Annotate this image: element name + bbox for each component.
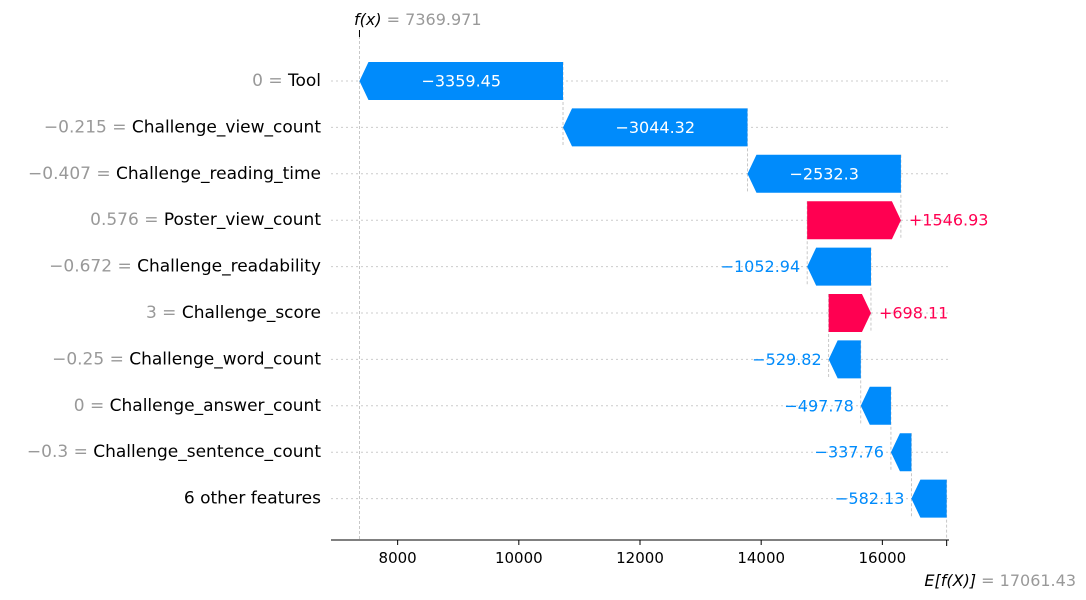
bars	[359, 62, 947, 518]
feature-label: −0.215 = Challenge_view_count	[44, 117, 321, 137]
negative-bar	[890, 433, 912, 472]
positive-bar	[807, 201, 901, 240]
bar-value-label: −1052.94	[721, 257, 801, 276]
feature-name: Challenge_score	[182, 303, 321, 323]
feature-name: 6 other features	[184, 489, 321, 509]
x-tick-label: 14000	[737, 549, 785, 567]
bar-value-label: −529.82	[752, 350, 821, 369]
feature-label: −0.407 = Challenge_reading_time	[28, 164, 321, 184]
negative-bar	[807, 247, 871, 286]
negative-bar	[860, 386, 891, 425]
bar-value-label: −337.76	[815, 443, 884, 462]
bar-value-label: −582.13	[835, 489, 904, 508]
feature-label: 6 other features	[184, 489, 321, 509]
bar-value-label: −2532.3	[789, 164, 858, 183]
feature-name: Challenge_sentence_count	[93, 442, 321, 462]
feature-label: 3 = Challenge_score	[146, 303, 321, 323]
feature-name: Tool	[287, 71, 321, 91]
feature-label: 0 = Tool	[252, 71, 321, 91]
feature-value: 0.576 =	[90, 210, 164, 230]
x-axis: 8000 10000 12000 14000 16000	[331, 539, 949, 567]
feature-value: −0.215 =	[44, 117, 132, 137]
fx-value: = 7369.971	[382, 10, 482, 29]
x-tick-label: 8000	[379, 549, 417, 567]
feature-name: Challenge_word_count	[129, 349, 321, 369]
feature-labels: 0 = Tool −3359.45 −0.215 = Challenge_view_…	[27, 71, 989, 509]
feature-value: −0.407 =	[28, 164, 116, 184]
bar-value-label: −3359.45	[421, 72, 501, 91]
bar-value-label: −3044.32	[615, 118, 695, 137]
negative-bar	[828, 340, 861, 379]
feature-value: 0 =	[74, 396, 110, 416]
feature-label: 0.576 = Poster_view_count	[90, 210, 321, 230]
feature-value: 3 =	[146, 303, 182, 323]
feature-value: −0.3 =	[27, 442, 93, 462]
fx-text: f(x) = 7369.971	[354, 10, 482, 29]
bar-value-label: +698.11	[879, 304, 948, 323]
fx-annotation: f(x) = 7369.971	[354, 10, 482, 37]
feature-label: −0.672 = Challenge_readability	[49, 257, 321, 277]
negative-bar	[359, 62, 564, 100]
feature-name: Challenge_answer_count	[110, 396, 322, 416]
negative-bar	[747, 154, 901, 193]
feature-label: 0 = Challenge_answer_count	[74, 396, 322, 416]
feature-name: Poster_view_count	[164, 210, 321, 230]
bar-value-label: −497.78	[784, 396, 853, 415]
feature-value: −0.25 =	[52, 349, 129, 369]
feature-value: 0 =	[252, 71, 288, 91]
feature-value: −0.672 =	[49, 257, 137, 277]
efx-value: = 17061.43	[976, 571, 1076, 590]
feature-label: −0.3 = Challenge_sentence_count	[27, 442, 321, 462]
x-tick-label: 10000	[495, 549, 543, 567]
feature-label: −0.25 = Challenge_word_count	[52, 349, 321, 369]
feature-name: Challenge_reading_time	[116, 164, 321, 184]
fx-label: f(x)	[354, 10, 382, 29]
efx-text: E[f(X)] = 17061.43	[924, 571, 1076, 590]
negative-bar	[563, 108, 748, 147]
feature-name: Challenge_view_count	[132, 117, 321, 137]
positive-bar	[828, 294, 871, 332]
negative-bar	[911, 479, 947, 518]
efx-annotation: E[f(X)] = 17061.43	[924, 540, 1076, 590]
feature-name: Challenge_readability	[137, 257, 321, 277]
x-tick-label: 16000	[858, 549, 906, 567]
efx-label: E[f(X)]	[924, 571, 976, 590]
x-tick-label: 12000	[616, 549, 664, 567]
bar-value-label: +1546.93	[909, 211, 989, 230]
